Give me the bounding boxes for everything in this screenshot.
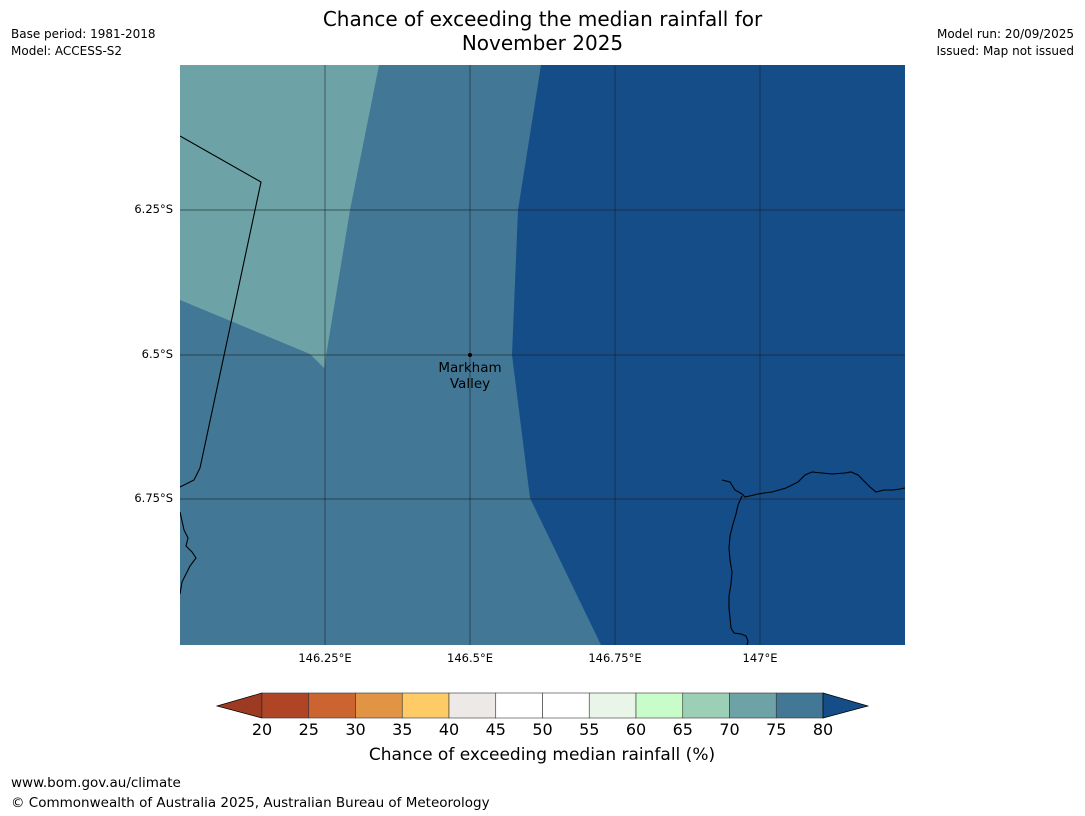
colorbar-tick-60: 60 (625, 720, 647, 739)
colorbar-segment-45-50 (495, 692, 543, 719)
coastline-west (180, 511, 197, 595)
title-line-1: Chance of exceeding the median rainfall … (322, 7, 763, 31)
colorbar-tick-40: 40 (438, 720, 460, 739)
colorbar-label: Chance of exceeding median rainfall (%) (368, 745, 716, 765)
place-label-markham-valley: Markham Valley (420, 360, 520, 392)
colorbar-segments (261, 692, 824, 719)
markham-valley-marker[interactable] (468, 353, 472, 357)
colorbar-tick-75: 75 (766, 720, 787, 739)
place-name-line-1: Markham (438, 360, 502, 376)
lat-label-6-75: 6.75°S (134, 491, 173, 505)
probability-region-70-75 (180, 65, 379, 368)
colorbar-tick-30: 30 (345, 720, 366, 739)
colorbar-segment-75-80 (775, 692, 824, 719)
colorbar-tick-45: 45 (485, 720, 506, 739)
map-area[interactable] (180, 65, 905, 645)
colorbar-segment-20-25 (261, 692, 310, 719)
lat-label-6-25: 6.25°S (134, 202, 173, 216)
lon-label-146-5: 146.5°E (447, 651, 493, 665)
coastline-east (721, 471, 905, 498)
colorbar-segment-70-75 (729, 692, 777, 719)
colorbar-segment-35-40 (401, 692, 450, 719)
colorbar-tick-55: 55 (579, 720, 600, 739)
title-line-2: November 2025 (461, 31, 624, 55)
model-run-text: Model run: 20/09/2025 (936, 27, 1074, 41)
model-text: Model: ACCESS-S2 (11, 44, 123, 58)
issued-text: Issued: Map not issued (936, 44, 1074, 58)
colorbar-under-triangle (215, 692, 263, 719)
meta-left: Base period: 1981-2018 Model: ACCESS-S2 (11, 26, 156, 60)
colorbar-tick-25: 25 (298, 720, 319, 739)
colorbar-segment-60-65 (635, 692, 684, 719)
colorbar-segment-25-30 (308, 692, 356, 719)
province-boundary (180, 135, 262, 488)
colorbar-segment-40-45 (448, 692, 497, 719)
footer-copyright: © Commonwealth of Australia 2025, Austra… (11, 795, 490, 811)
colorbar-tick-65: 65 (672, 720, 693, 739)
colorbar-tick-20: 20 (251, 720, 273, 739)
colorbar-segment-30-35 (355, 692, 403, 719)
meta-right: Model run: 20/09/2025 Issued: Map not is… (936, 26, 1074, 60)
lon-label-146-25: 146.25°E (298, 651, 352, 665)
colorbar-tick-35: 35 (392, 720, 413, 739)
map-title: Chance of exceeding the median rainfall … (0, 7, 1085, 55)
lat-label-6-5: 6.5°S (141, 347, 173, 361)
lon-label-146-75: 146.75°E (588, 651, 642, 665)
colorbar-tick-80: 80 (812, 720, 834, 739)
footer-url[interactable]: www.bom.gov.au/climate (11, 775, 181, 791)
colorbar-tick-70: 70 (719, 720, 740, 739)
colorbar (215, 692, 870, 719)
colorbar-over-triangle (822, 692, 870, 719)
coastline-gulf (728, 495, 749, 645)
colorbar-segment-65-70 (682, 692, 730, 719)
lon-label-147: 147°E (742, 651, 778, 665)
colorbar-segment-55-60 (588, 692, 637, 719)
place-name-line-2: Valley (449, 376, 491, 392)
colorbar-tick-50: 50 (532, 720, 553, 739)
base-period-text: Base period: 1981-2018 (11, 27, 156, 41)
colorbar-segment-50-55 (542, 692, 590, 719)
graticule (180, 65, 905, 645)
